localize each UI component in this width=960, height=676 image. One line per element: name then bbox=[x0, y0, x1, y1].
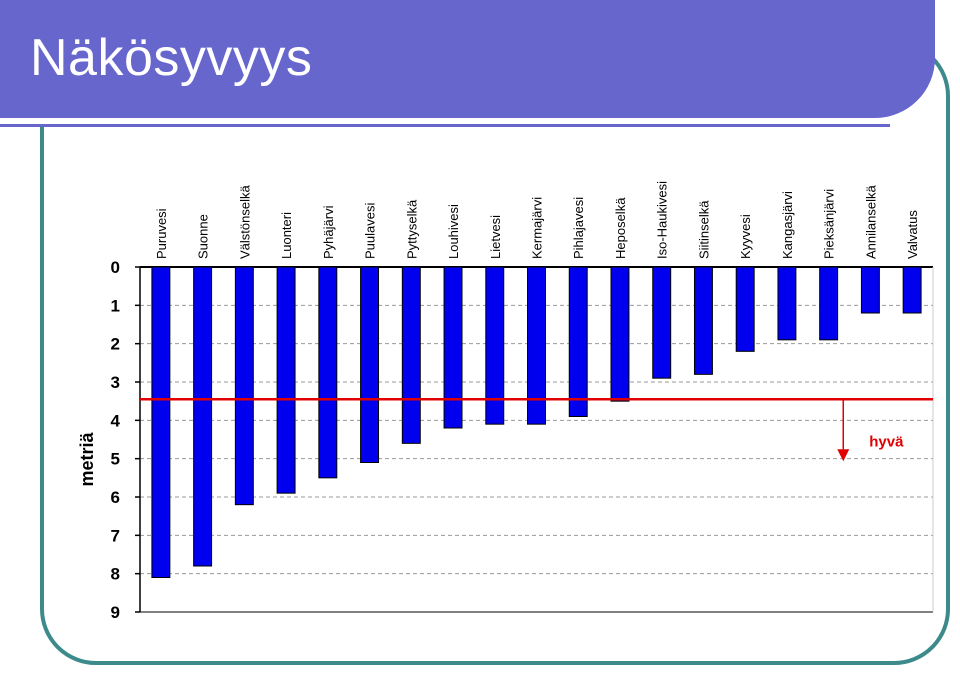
category-label: Annilanselkä bbox=[863, 185, 878, 259]
bar bbox=[610, 266, 630, 402]
title-divider-accent bbox=[0, 124, 890, 127]
y-tick-label: 9 bbox=[111, 603, 120, 622]
y-tick-label: 6 bbox=[111, 488, 120, 507]
bar bbox=[234, 266, 254, 506]
y-tick-label: 1 bbox=[111, 296, 120, 315]
category-label: Lietvesi bbox=[488, 215, 503, 259]
category-label: Louhivesi bbox=[446, 204, 461, 259]
title-bar: Näkösyvyys bbox=[0, 0, 935, 118]
category-label: Kermajärvi bbox=[530, 197, 545, 259]
bar bbox=[360, 266, 380, 463]
bar bbox=[819, 266, 839, 341]
y-tick-label: 3 bbox=[111, 373, 120, 392]
category-label: Pyhäjärvi bbox=[321, 205, 336, 259]
y-tick-label: 4 bbox=[111, 411, 121, 430]
bar bbox=[860, 266, 880, 314]
category-label: Suonne bbox=[196, 214, 211, 259]
bar bbox=[276, 266, 296, 494]
y-axis-title: metriä bbox=[77, 432, 97, 487]
y-tick-label: 7 bbox=[111, 526, 120, 545]
category-label: Iso-Haukivesi bbox=[655, 181, 670, 259]
category-label: Pihlajavesi bbox=[571, 197, 586, 259]
title-divider bbox=[0, 118, 890, 124]
bar bbox=[693, 266, 713, 375]
y-tick-label: 8 bbox=[111, 565, 120, 584]
bar bbox=[193, 266, 213, 567]
bar bbox=[443, 266, 463, 429]
category-label: Puulavesi bbox=[363, 203, 378, 259]
y-tick-label: 2 bbox=[111, 335, 120, 354]
bar bbox=[527, 266, 546, 425]
bar bbox=[568, 266, 588, 417]
bar bbox=[318, 266, 338, 479]
category-label: Välstönselkä bbox=[237, 185, 252, 259]
category-label: Heposelkä bbox=[613, 197, 628, 259]
bar bbox=[902, 266, 922, 314]
category-label: Pieksänjärvi bbox=[822, 189, 837, 259]
category-label: Pyttyselkä bbox=[404, 199, 419, 259]
category-label: Luonteri bbox=[279, 212, 294, 259]
bar bbox=[485, 266, 505, 425]
bar bbox=[151, 266, 171, 578]
reference-label: hyvä bbox=[869, 433, 904, 450]
category-label: Kyyvesi bbox=[738, 214, 753, 259]
category-label: Valvatus bbox=[905, 210, 920, 259]
chart-container: 0 1 2 3 4 5 6 7 8 9 Puruvesi Suonne Välstönselkä Luon… bbox=[65, 128, 940, 628]
bar bbox=[401, 266, 421, 444]
y-tick-label: 5 bbox=[111, 450, 120, 469]
bar bbox=[735, 266, 755, 352]
bar-chart: 0 1 2 3 4 5 6 7 8 9 Puruvesi Suonne Välstönselkä Luon… bbox=[77, 181, 934, 622]
category-label: Siitinselkä bbox=[696, 200, 711, 259]
bar bbox=[652, 266, 672, 379]
bar bbox=[777, 266, 797, 341]
slide-title: Näkösyvyys bbox=[30, 29, 313, 87]
y-tick-label: 0 bbox=[111, 258, 120, 277]
category-label: Kangasjärvi bbox=[780, 191, 795, 259]
category-label: Puruvesi bbox=[154, 208, 169, 259]
reference-arrow-head bbox=[837, 449, 850, 462]
